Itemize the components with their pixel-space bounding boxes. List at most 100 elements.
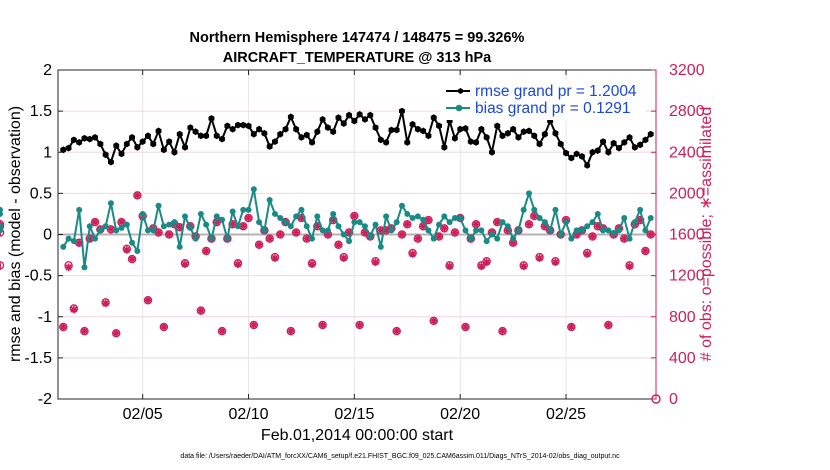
asterisk-stroke <box>536 254 543 262</box>
rmse-point <box>563 149 569 157</box>
obs-assimilated-marker <box>350 212 359 220</box>
asterisk-stroke <box>642 247 649 255</box>
asterisk-stroke <box>478 263 485 270</box>
bias-point <box>166 221 173 228</box>
rmse-point <box>605 148 612 156</box>
bias-point <box>250 186 257 193</box>
obs-assimilated-marker <box>250 321 258 329</box>
obs-assimilated-marker <box>334 240 343 249</box>
obs-assimilated-marker <box>519 262 528 271</box>
asterisk-stroke <box>155 229 162 236</box>
bias-point <box>102 223 109 230</box>
asterisk-stroke <box>277 231 284 238</box>
legend: rmse grand pr = 1.2004 bias grand pr = 0… <box>441 80 645 120</box>
y2-tick-label: 1200 <box>669 268 705 285</box>
asterisk-stroke <box>552 259 559 266</box>
rmse-point <box>393 126 400 134</box>
rmse-point <box>335 114 342 122</box>
y2-tick-label: 400 <box>669 350 696 367</box>
rmse-point <box>160 146 167 154</box>
obs-assimilated-marker <box>604 321 613 329</box>
obs-assimilated-marker <box>392 327 401 335</box>
rmse-point <box>213 132 220 140</box>
obs-assimilated-marker <box>398 230 406 239</box>
rmse-point <box>176 130 183 138</box>
rmse-point <box>287 113 294 121</box>
bias-point <box>65 235 72 242</box>
obs-assimilated-marker <box>160 323 168 331</box>
bias-point <box>541 219 548 226</box>
asterisk-stroke <box>435 233 443 240</box>
rmse-point <box>108 158 114 166</box>
bias-point <box>160 223 167 230</box>
bias-point <box>488 231 495 238</box>
bias-point <box>81 264 88 271</box>
asterisk-stroke <box>589 233 596 240</box>
obs-assimilated-marker <box>429 317 438 325</box>
obs-assimilated-marker <box>371 258 380 267</box>
rmse-point <box>377 136 384 144</box>
obs-assimilated-marker <box>202 247 210 255</box>
rmse-point <box>409 120 416 128</box>
obs-assimilated-marker <box>472 220 480 229</box>
asterisk-stroke <box>499 327 506 335</box>
bias-point <box>377 243 384 250</box>
bias-point <box>430 235 437 242</box>
bias-point <box>552 206 559 213</box>
y-tick-label: 2 <box>43 62 52 79</box>
rmse-point <box>250 130 257 138</box>
rmse-point <box>351 117 358 125</box>
asterisk-stroke <box>160 323 168 331</box>
rmse-point <box>219 135 225 143</box>
obs-assimilated-marker <box>234 260 242 269</box>
rmse-point <box>118 150 125 158</box>
rmse-point <box>473 139 479 146</box>
rmse-point <box>584 162 591 169</box>
bias-point <box>176 243 183 250</box>
rmse-point <box>293 125 300 133</box>
rmse-point <box>245 122 252 130</box>
bias-point <box>626 235 633 242</box>
rmse-point <box>314 128 321 136</box>
bias-point <box>446 219 453 226</box>
legend-box <box>441 80 645 120</box>
asterisk-stroke <box>583 250 591 258</box>
bias-point <box>187 224 194 231</box>
rmse-point <box>499 132 506 140</box>
obs-assimilated-marker <box>435 232 443 241</box>
rmse-point <box>319 116 326 123</box>
obs-possible-marker <box>0 219 5 229</box>
y2-tick-label: 800 <box>669 309 696 326</box>
rmse-point <box>272 138 278 145</box>
rmse-point <box>626 134 633 141</box>
y-tick-label: -2 <box>38 391 52 408</box>
asterisk-stroke <box>568 323 575 331</box>
obs-assimilated-marker <box>112 329 121 337</box>
bias-point <box>155 202 162 209</box>
rmse-point <box>621 139 628 146</box>
asterisk-stroke <box>245 214 252 222</box>
rmse-point <box>266 143 273 150</box>
bias-point <box>171 219 178 226</box>
asterisk-stroke <box>239 223 247 230</box>
bias-point <box>563 219 570 226</box>
rmse-point <box>504 129 511 137</box>
rmse-point <box>150 140 157 148</box>
obs-possible-marker <box>0 228 5 237</box>
bias-point <box>287 223 294 230</box>
obs-assimilated-marker <box>101 299 110 308</box>
bias-point <box>113 227 120 234</box>
bias-point <box>361 223 368 230</box>
bias-point <box>309 235 316 242</box>
obs-assimilated-marker <box>70 305 78 314</box>
series-lines <box>0 107 654 271</box>
rmse-point <box>610 139 617 147</box>
obs-assimilated-marker <box>498 327 507 335</box>
bias-point <box>245 206 252 213</box>
bias-point <box>589 219 596 226</box>
asterisk-stroke <box>202 247 210 255</box>
rmse-point <box>383 139 390 146</box>
rmse-point <box>536 140 543 148</box>
bias-point <box>462 227 469 234</box>
asterisk-stroke <box>197 307 205 314</box>
